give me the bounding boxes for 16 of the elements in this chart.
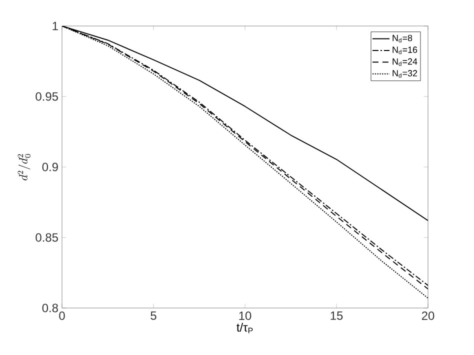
- x-tick-label: 15: [330, 312, 343, 320]
- legend-label: N$_{d}$=24: [392, 58, 418, 66]
- legend-label: N$_{d}$=8: [392, 34, 412, 42]
- legend-label: N$_{d}$=32: [392, 70, 418, 78]
- y-tick-label: 0.9: [42, 162, 58, 172]
- y-tick-label: 0.85: [36, 233, 58, 242]
- x-tick-label: 0: [59, 312, 65, 320]
- legend-label: N$_{d}$=16: [392, 46, 418, 54]
- x-tick-label: 10: [239, 312, 252, 320]
- x-tick-label: 20: [422, 312, 434, 320]
- x-axis-title: t/τ$_{P}$: [236, 322, 253, 334]
- y-tick-label: 0.95: [36, 92, 58, 101]
- y-tick-label: 0.8: [42, 304, 58, 312]
- x-tick-label: 5: [150, 312, 156, 320]
- y-tick-label: 1: [52, 22, 58, 30]
- y-axis-title: $d^2/d_0^2$: [18, 154, 31, 180]
